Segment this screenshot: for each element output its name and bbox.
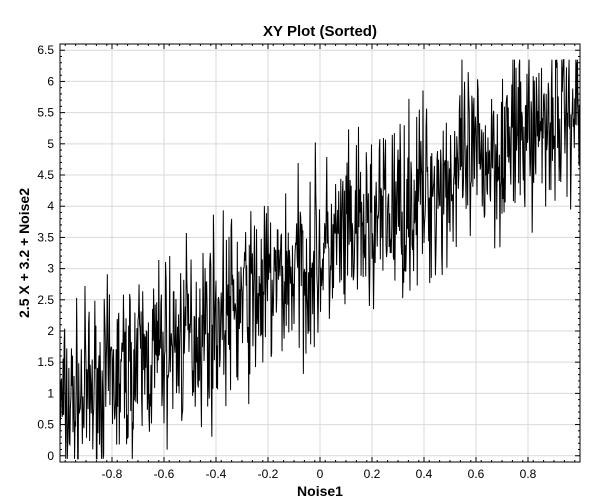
- x-tick-label: 0: [317, 467, 324, 481]
- y-tick-label: 2.5: [37, 293, 54, 307]
- x-tick-label: -0.2: [258, 467, 279, 481]
- y-tick-label: 5.5: [37, 106, 54, 120]
- series-layer: [59, 59, 581, 460]
- y-tick-label: 3.5: [37, 230, 54, 244]
- x-tick-label: -0.4: [206, 467, 227, 481]
- y-tick-label: 4: [47, 199, 54, 213]
- x-axis-label: Noise1: [297, 483, 343, 499]
- x-tick-label: 0.8: [520, 467, 537, 481]
- x-tick-label: 0.4: [416, 467, 433, 481]
- x-tick-label: -0.6: [154, 467, 175, 481]
- y-tick-label: 0: [47, 449, 54, 463]
- y-tick-label: 3: [47, 262, 54, 276]
- x-tick-labels: -0.8 -0.6 -0.4 -0.2 0 0.2 0.4 0.6 0.8: [102, 467, 537, 481]
- y-tick-label: 4.5: [37, 168, 54, 182]
- y-tick-label: 2: [47, 324, 54, 338]
- axis-ticks: [60, 43, 580, 462]
- y-tick-label: 1: [47, 386, 54, 400]
- grid-lines: [60, 44, 580, 462]
- x-tick-label: -0.8: [102, 467, 123, 481]
- chart-title: XY Plot (Sorted): [263, 23, 377, 40]
- x-tick-label: 0.6: [468, 467, 485, 481]
- y-tick-label: 1.5: [37, 355, 54, 369]
- y-axis-label: 2.5 X + 3.2 + Noise2: [16, 188, 32, 318]
- series-line: [59, 59, 581, 460]
- y-tick-label: 0.5: [37, 418, 54, 432]
- y-tick-label: 5: [47, 137, 54, 151]
- y-tick-labels: 0 0.5 1 1.5 2 2.5 3 3.5 4 4.5 5 5.5 6 6.5: [37, 43, 54, 463]
- x-tick-label: 0.2: [364, 467, 381, 481]
- y-tick-label: 6: [47, 74, 54, 88]
- y-tick-label: 6.5: [37, 43, 54, 57]
